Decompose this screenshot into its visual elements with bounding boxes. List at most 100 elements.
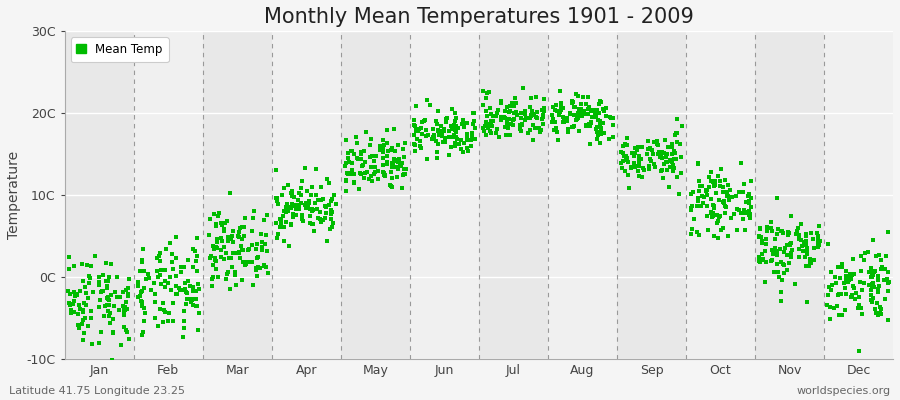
Point bbox=[774, 289, 788, 295]
Point bbox=[482, 121, 497, 127]
Point bbox=[602, 136, 616, 143]
Point bbox=[176, 325, 191, 332]
Point bbox=[250, 254, 265, 260]
Point bbox=[428, 138, 443, 144]
Point bbox=[208, 255, 222, 261]
Point bbox=[765, 247, 779, 254]
Point bbox=[387, 156, 401, 162]
Point bbox=[384, 164, 399, 170]
Point bbox=[211, 236, 225, 242]
Point bbox=[409, 103, 423, 109]
Point bbox=[444, 144, 458, 150]
Point bbox=[759, 259, 773, 265]
Point bbox=[799, 238, 814, 244]
Point bbox=[461, 148, 475, 155]
Point bbox=[121, 290, 135, 297]
Point bbox=[788, 281, 803, 287]
Point bbox=[620, 157, 634, 164]
Point bbox=[325, 209, 339, 216]
Point bbox=[438, 118, 453, 124]
Point bbox=[313, 209, 328, 216]
Point bbox=[228, 272, 242, 278]
Point bbox=[868, 268, 882, 274]
Point bbox=[239, 261, 254, 268]
Point bbox=[838, 285, 852, 291]
Point bbox=[662, 157, 677, 164]
Point bbox=[550, 108, 564, 114]
Point bbox=[255, 244, 269, 250]
Point bbox=[429, 154, 444, 161]
Point bbox=[339, 137, 354, 143]
Point bbox=[178, 286, 193, 292]
Point bbox=[322, 226, 337, 232]
Point bbox=[593, 125, 608, 132]
Point bbox=[832, 291, 846, 297]
Point bbox=[79, 262, 94, 268]
Point bbox=[568, 104, 582, 110]
Point bbox=[220, 218, 234, 224]
Point bbox=[657, 136, 671, 143]
Point bbox=[498, 108, 512, 114]
Point bbox=[169, 291, 184, 297]
Point bbox=[494, 98, 508, 105]
Point bbox=[457, 124, 472, 131]
Point bbox=[96, 288, 111, 295]
Point bbox=[585, 114, 599, 120]
Point bbox=[180, 290, 194, 296]
Point bbox=[590, 132, 605, 139]
Point bbox=[276, 207, 291, 214]
Point bbox=[756, 255, 770, 262]
Point bbox=[388, 148, 402, 154]
Point bbox=[533, 128, 547, 135]
Point bbox=[483, 122, 498, 128]
Point bbox=[111, 294, 125, 300]
Point bbox=[774, 298, 788, 304]
Point bbox=[866, 237, 880, 244]
Point bbox=[799, 299, 814, 306]
Point bbox=[362, 175, 376, 182]
Point bbox=[797, 254, 812, 260]
Point bbox=[799, 230, 814, 237]
Point bbox=[617, 140, 632, 147]
Point bbox=[398, 171, 412, 177]
Point bbox=[388, 157, 402, 163]
Point bbox=[530, 109, 544, 115]
Point bbox=[447, 142, 462, 149]
Title: Monthly Mean Temperatures 1901 - 2009: Monthly Mean Temperatures 1901 - 2009 bbox=[264, 7, 694, 27]
Point bbox=[522, 126, 536, 133]
Point bbox=[526, 111, 541, 117]
Point bbox=[864, 297, 878, 304]
Point bbox=[392, 160, 407, 166]
Point bbox=[391, 166, 405, 172]
Point bbox=[691, 188, 706, 194]
Point bbox=[259, 264, 274, 270]
Point bbox=[344, 170, 358, 176]
Point bbox=[571, 112, 585, 119]
Point bbox=[874, 257, 888, 263]
Text: worldspecies.org: worldspecies.org bbox=[796, 386, 891, 396]
Point bbox=[521, 130, 535, 136]
Point bbox=[880, 317, 895, 324]
Point bbox=[151, 274, 166, 280]
Point bbox=[687, 216, 701, 223]
Point bbox=[870, 277, 885, 283]
Point bbox=[82, 273, 96, 279]
Point bbox=[854, 252, 868, 259]
Point bbox=[339, 188, 354, 194]
Point bbox=[231, 249, 246, 255]
Point bbox=[704, 169, 718, 175]
Point bbox=[515, 122, 529, 128]
Point bbox=[778, 245, 793, 252]
Point bbox=[221, 234, 236, 240]
Point bbox=[307, 228, 321, 234]
Point bbox=[63, 310, 77, 316]
Point bbox=[580, 110, 594, 117]
Point bbox=[482, 89, 496, 95]
Point bbox=[526, 137, 540, 143]
Point bbox=[758, 248, 772, 254]
Point bbox=[706, 202, 721, 208]
Point bbox=[865, 272, 879, 278]
Point bbox=[464, 136, 478, 143]
Point bbox=[106, 330, 121, 336]
Point bbox=[704, 209, 718, 215]
